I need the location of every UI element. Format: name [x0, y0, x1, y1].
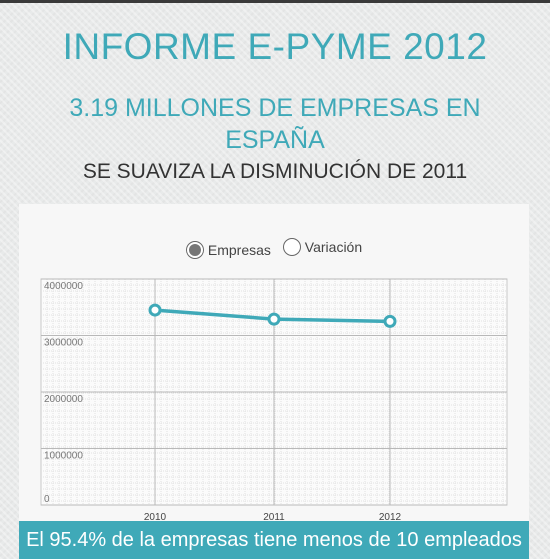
radio-selected-icon[interactable] — [185, 241, 204, 259]
legend-label-empresas: Empresas — [207, 242, 271, 258]
x-tick-label: 2012 — [379, 512, 402, 523]
subtitle: 3.19 MILLONES DE EMPRESAS EN ESPAÑA — [0, 92, 550, 156]
footer-banner: El 95.4% de la empresas tiene menos de 1… — [19, 521, 529, 559]
subtitle-line-2: ESPAÑA — [225, 126, 325, 154]
chart-panel: Empresas Variación 4000000 3000000 2000000… — [19, 204, 529, 559]
top-border — [0, 0, 550, 3]
legend-label-variacion: Variación — [304, 239, 363, 255]
y-tick-label: 4000000 — [44, 281, 83, 292]
x-tick-label: 2011 — [263, 512, 285, 523]
y-tick-label: 2000000 — [44, 394, 83, 405]
y-tick-label: 1000000 — [44, 451, 83, 462]
x-tick-label: 2010 — [144, 512, 167, 523]
radio-unselected-icon[interactable] — [282, 238, 301, 256]
y-tick-label: 3000000 — [44, 338, 83, 349]
secondary-subtitle: SE SUAVIZA LA DISMINUCIÓN DE 2011 — [82, 160, 468, 183]
y-tick-label: 0 — [44, 494, 50, 505]
line-chart: 4000000 3000000 2000000 1000000 0 2010 2011 201… — [40, 278, 508, 523]
chart-legend: Empresas Variación — [19, 238, 529, 259]
legend-option-variacion[interactable]: Variación — [282, 238, 363, 256]
subtitle-line-1: 3.19 MILLONES DE EMPRESAS EN — [69, 94, 481, 122]
page-title: INFORME E-PYME 2012 — [62, 26, 488, 67]
data-point — [267, 312, 281, 326]
data-point — [148, 303, 162, 317]
data-point — [383, 314, 397, 328]
legend-option-empresas[interactable]: Empresas — [185, 241, 271, 259]
